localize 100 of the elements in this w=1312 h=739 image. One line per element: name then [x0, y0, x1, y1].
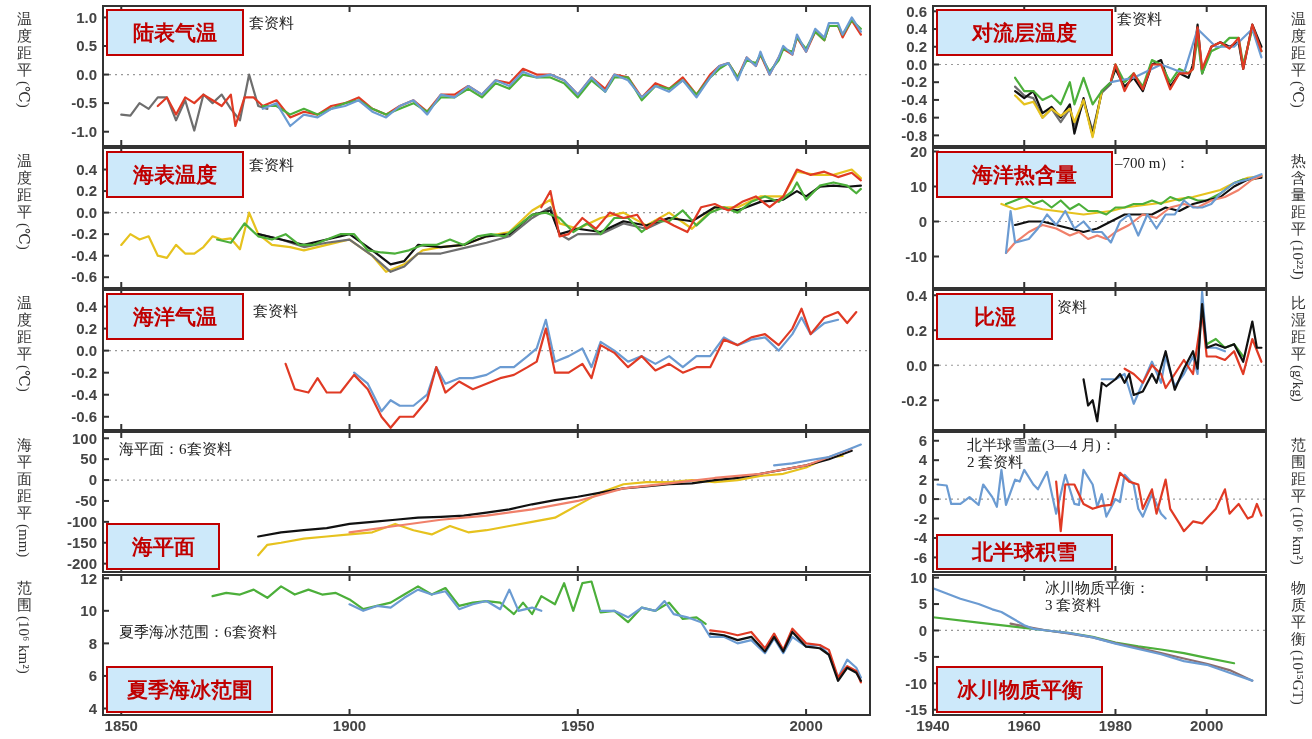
- y-tick-label: -100: [66, 513, 97, 531]
- x-tick-label: 1980: [1098, 717, 1133, 734]
- y-tick-label: -0.6: [901, 108, 927, 126]
- x-tick-label: 1900: [332, 717, 367, 734]
- y-tick-label: -4: [913, 529, 928, 547]
- annotation: 资料: [1057, 299, 1087, 315]
- y-tick-label: 6: [88, 667, 97, 685]
- y-tick-label: -0.8: [901, 126, 927, 144]
- y-tick-label: 20: [910, 142, 927, 160]
- y-axis-title: 范围距平(10⁶ km²): [1289, 437, 1306, 565]
- text: 海洋热含量: [971, 162, 1077, 186]
- annotation: 套资料: [253, 303, 298, 319]
- y-axis-title: 海平面距平(mm): [15, 437, 32, 558]
- y-tick-label: -0.6: [71, 268, 97, 286]
- x-tick-label: 2000: [789, 717, 823, 734]
- y-tick-label: 0.2: [76, 182, 97, 200]
- annotation: 冰川物质平衡： 3 套资料: [1045, 580, 1150, 613]
- text: 陆表气温: [133, 20, 217, 44]
- y-tick-label: -0.4: [901, 91, 928, 109]
- y-tick-label: -0.2: [901, 391, 927, 409]
- annotation: 套资料: [249, 157, 294, 173]
- y-tick-label: 0.4: [906, 20, 928, 38]
- text: 北半球积雪: [971, 540, 1077, 564]
- text: 海洋气温: [132, 304, 217, 328]
- y-tick-label: 0.4: [76, 297, 98, 315]
- line-series: [211, 580, 707, 625]
- y-tick-label: -0.2: [71, 225, 97, 243]
- x-tick-label: 2000: [1190, 717, 1224, 734]
- y-axis-title: 热含量距平(10²²J): [1289, 153, 1306, 280]
- line-series: [257, 184, 862, 266]
- y-tick-label: 0.2: [906, 38, 927, 56]
- y-tick-label: -150: [66, 534, 97, 551]
- annotation: 套资料: [1117, 11, 1162, 27]
- annotation: 北半球雪盖(3—4 月)： 2 套资料: [967, 437, 1116, 470]
- line-series: [540, 168, 862, 238]
- y-tick-label: 0.0: [906, 55, 927, 73]
- text: 对流层温度: [971, 20, 1077, 44]
- y-tick-label: 1.0: [76, 8, 97, 26]
- y-tick-label: -6: [913, 548, 927, 566]
- y-tick-label: 5: [918, 595, 927, 613]
- y-tick-label: -0.5: [71, 94, 97, 112]
- line-series: [1100, 290, 1227, 405]
- y-tick-label: 0.0: [76, 203, 97, 221]
- x-tick-label: 1950: [561, 717, 595, 734]
- y-tick-label: -200: [66, 554, 97, 572]
- y-tick-label: -10: [905, 247, 927, 265]
- y-tick-label: 0.2: [906, 321, 927, 339]
- y-tick-label: 4: [918, 451, 928, 469]
- text: 海表温度: [132, 162, 217, 186]
- y-tick-label: 0: [88, 471, 97, 489]
- line-series: [773, 443, 862, 467]
- y-tick-label: -0.4: [71, 246, 98, 264]
- line-series: [1014, 89, 1103, 139]
- y-tick-label: 12: [80, 569, 97, 587]
- line-series: [1055, 471, 1263, 533]
- y-tick-label: -0.2: [901, 73, 927, 91]
- y-tick-label: -0.2: [71, 363, 97, 381]
- text: 海平面: [130, 534, 195, 558]
- line-series: [1109, 27, 1263, 84]
- y-tick-label: 0: [918, 490, 927, 508]
- y-axis-title: 温度距平(℃): [15, 295, 32, 392]
- text: 夏季海冰范围: [125, 677, 253, 701]
- annotation: –700 m）：: [1114, 155, 1191, 171]
- text: 比湿: [973, 304, 1016, 328]
- line-series: [353, 316, 840, 413]
- line-series: [120, 73, 269, 132]
- y-axis-title: 比湿距平(g/kg): [1289, 295, 1306, 402]
- y-tick-label: 0.4: [76, 160, 98, 178]
- line-series: [348, 447, 853, 534]
- y-tick-label: -5: [913, 648, 927, 666]
- y-axis-title: 温度距平(℃): [1289, 11, 1306, 108]
- x-tick-label: 1850: [104, 717, 138, 734]
- text: 冰川物质平衡: [956, 677, 1083, 701]
- y-tick-label: 0.2: [76, 319, 97, 337]
- y-tick-label: -10: [905, 674, 927, 692]
- y-tick-label: -50: [75, 492, 97, 510]
- y-tick-label: 0.6: [906, 2, 927, 20]
- y-tick-label: 4: [88, 699, 98, 717]
- y-axis-title: 物质平衡(10¹⁵GT): [1289, 580, 1306, 705]
- y-tick-label: 50: [80, 450, 97, 468]
- annotation: 套资料: [249, 15, 294, 31]
- y-tick-label: 0.5: [76, 37, 97, 55]
- y-tick-label: 0: [918, 212, 927, 230]
- y-axis-title: 温度距平(℃): [15, 11, 32, 108]
- y-tick-label: 0: [918, 621, 927, 639]
- y-tick-label: 2: [918, 470, 927, 488]
- y-tick-label: 0.0: [76, 341, 97, 359]
- x-tick-label: 1960: [1007, 717, 1041, 734]
- line-series: [257, 454, 844, 557]
- y-tick-label: 10: [80, 602, 97, 620]
- y-tick-label: 100: [71, 429, 97, 447]
- line-series: [936, 468, 1167, 520]
- y-tick-label: 0.4: [906, 286, 928, 304]
- annotation: 海平面：6套资料: [119, 441, 232, 457]
- x-tick-label: 1940: [916, 717, 950, 734]
- y-tick-label: 0.0: [76, 65, 97, 83]
- y-tick-label: 0.0: [906, 356, 927, 374]
- line-series: [257, 449, 853, 538]
- y-tick-label: -1.0: [71, 122, 97, 140]
- y-tick-label: 10: [910, 568, 927, 586]
